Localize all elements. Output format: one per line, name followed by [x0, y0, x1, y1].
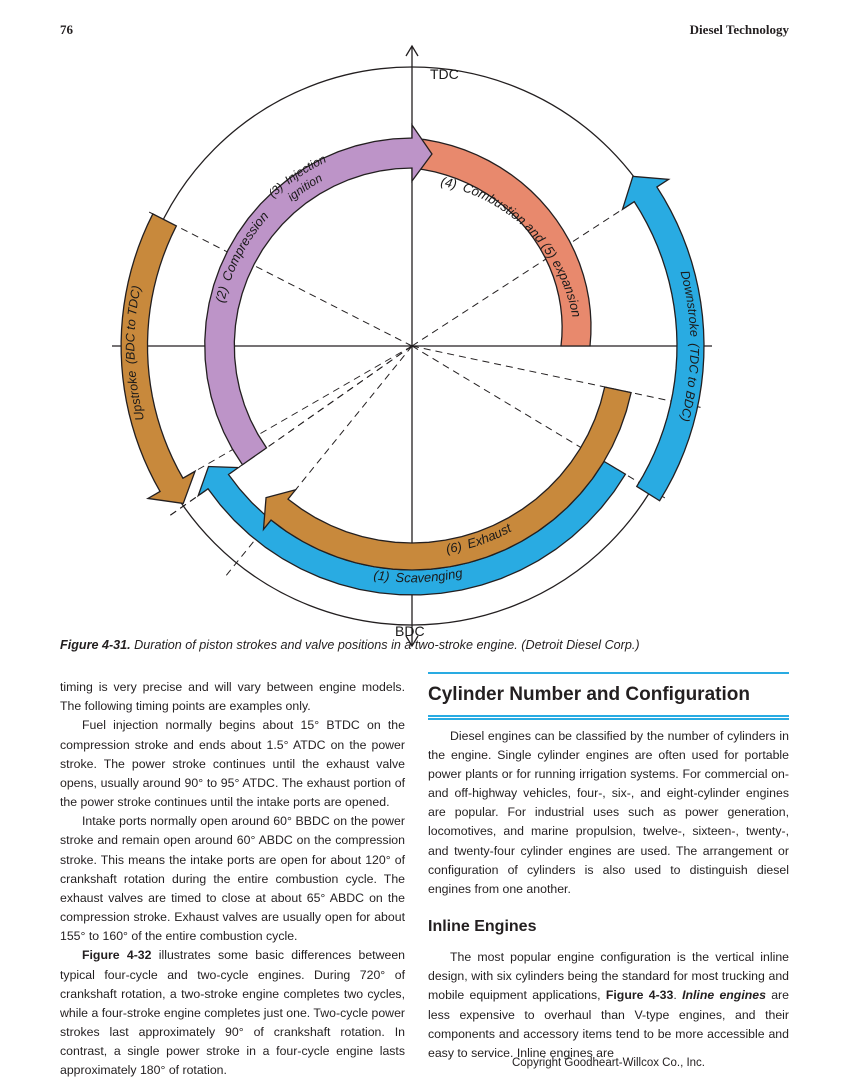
svg-text:BDC: BDC — [395, 623, 425, 639]
svg-text:TDC: TDC — [430, 66, 459, 82]
